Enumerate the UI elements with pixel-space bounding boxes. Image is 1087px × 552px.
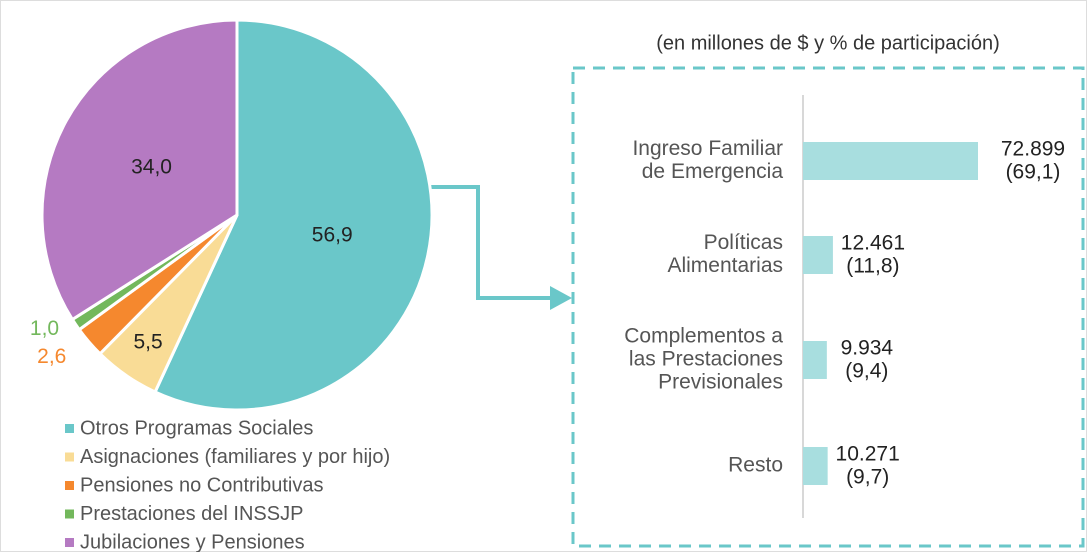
value-label: 72.899	[1001, 138, 1065, 161]
slice-label: 5,5	[134, 331, 163, 354]
category-label: Complementos a	[624, 325, 783, 348]
legend-swatch	[65, 538, 74, 547]
category-label: Previsionales	[658, 371, 783, 394]
legend-label: Jubilaciones y Pensiones	[80, 531, 305, 552]
connector-arrowhead	[550, 286, 572, 310]
value-label: 9.934	[841, 337, 894, 360]
legend-label: Otros Programas Sociales	[80, 417, 313, 439]
legend-label: Pensiones no Contributivas	[80, 474, 323, 496]
category-label: Ingreso Familiar	[632, 137, 783, 160]
category-label: de Emergencia	[642, 160, 784, 183]
pie-slice	[153, 18, 434, 412]
slice-label: 1,0	[30, 317, 59, 340]
category-label: Alimentarias	[667, 254, 783, 277]
legend-swatch	[65, 509, 74, 519]
bar	[803, 142, 978, 180]
legend-swatch	[65, 424, 74, 433]
bar	[803, 341, 827, 379]
pie-slice	[40, 18, 239, 322]
share-label: (11,8)	[846, 255, 899, 278]
legend-label: Asignaciones (familiares y por hijo)	[80, 446, 390, 468]
share-label: (9,4)	[845, 360, 888, 383]
legend-label: Prestaciones del INSSJP	[80, 503, 303, 525]
slice-label: 2,6	[37, 345, 66, 368]
share-label: (9,7)	[846, 466, 889, 489]
category-label: Políticas	[704, 231, 783, 254]
legend-swatch	[65, 481, 74, 490]
slice-label: 56,9	[312, 224, 353, 247]
value-label: 12.461	[841, 232, 905, 255]
subtitle: (en millones de $ y % de participación)	[656, 32, 1000, 54]
share-label: (69,1)	[1006, 161, 1061, 184]
detail-box	[571, 66, 1085, 548]
value-label: 10.271	[836, 443, 900, 466]
category-label: Resto	[728, 454, 783, 477]
connector	[430, 185, 552, 300]
slice-label: 34,0	[131, 156, 172, 179]
category-label: las Prestaciones	[629, 348, 783, 371]
bar	[803, 236, 833, 274]
legend-swatch	[65, 452, 74, 462]
bar	[803, 447, 828, 485]
